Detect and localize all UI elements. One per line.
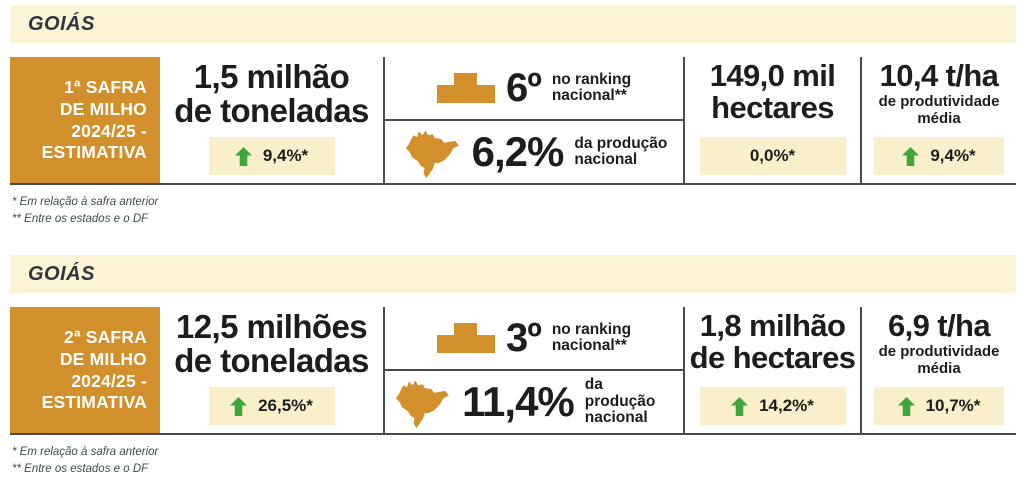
ranking-row: 3º no ranking nacional** xyxy=(385,307,683,371)
share-label-line2: nacional xyxy=(574,151,638,168)
area-delta-badge: 0,0%* xyxy=(699,137,846,175)
yield-cell: 10,4 t/ha de produtividade média 9,4%* xyxy=(862,57,1016,183)
podium-icon xyxy=(436,323,495,353)
yield-delta-value: 9,4%* xyxy=(930,146,976,165)
production-delta-value: 26,5%* xyxy=(258,396,313,415)
footnotes: * Em relação à safra anterior ** Entre o… xyxy=(10,444,1016,477)
footnotes: * Em relação à safra anterior ** Entre o… xyxy=(10,194,1016,227)
region-band: GOIÁS xyxy=(10,5,1016,43)
share-value: 11,4% xyxy=(462,378,575,425)
yield-value: 6,9 t/ha xyxy=(887,308,991,343)
season-tag-line: 2ª SAFRA xyxy=(64,327,147,348)
ranking-label-line2: nacional** xyxy=(551,87,627,104)
footnote: * Em relação à safra anterior xyxy=(12,196,159,208)
season-tag-line: DE MILHO xyxy=(59,348,147,369)
share-value: 6,2% xyxy=(471,128,565,175)
up-arrow-icon xyxy=(230,396,248,416)
ranking-row: 6º no ranking nacional** xyxy=(385,57,683,121)
region-title: GOIÁS xyxy=(28,12,95,35)
footnote: * Em relação à safra anterior xyxy=(12,446,159,458)
production-delta-badge: 26,5%* xyxy=(208,387,335,425)
yield-delta-badge: 10,7%* xyxy=(874,387,1004,425)
yield-delta-value: 10,7%* xyxy=(925,396,981,415)
panel-safra-1: GOIÁS 1ª SAFRA DE MILHO 2024/25 - ESTIMA… xyxy=(10,5,1016,227)
yield-label-line2: média xyxy=(917,110,961,128)
yield-value: 10,4 t/ha xyxy=(879,58,999,93)
ranking-label-line1: no ranking xyxy=(551,320,632,338)
yield-label-line2: média xyxy=(917,360,961,378)
national-share-row: 11,4% da produção nacional xyxy=(385,371,683,433)
production-delta-badge: 9,4%* xyxy=(208,137,335,175)
season-tag-line: ESTIMATIVA xyxy=(41,142,147,163)
yield-label-line1: de produtividade xyxy=(878,343,1000,361)
up-arrow-icon xyxy=(234,146,252,166)
podium-icon xyxy=(436,73,495,103)
area-delta-value: 0,0%* xyxy=(749,146,796,165)
ranking-label-line2: nacional** xyxy=(551,337,627,354)
panel-safra-2: GOIÁS 2ª SAFRA DE MILHO 2024/25 - ESTIMA… xyxy=(10,255,1016,477)
ranking-label: no ranking nacional** xyxy=(551,320,632,355)
share-label-line2: nacional xyxy=(584,409,648,427)
production-unit: de toneladas xyxy=(174,342,369,380)
season-tag-line: 2024/25 - xyxy=(71,370,147,391)
production-cell: 1,5 milhão de toneladas 9,4%* xyxy=(160,57,385,183)
production-unit: de toneladas xyxy=(174,92,369,130)
area-value: 149,0 mil xyxy=(709,58,836,93)
up-arrow-icon xyxy=(897,396,915,416)
ranking-value: 6º xyxy=(505,65,542,110)
yield-label: de produtividade média xyxy=(878,343,1000,378)
season-tag-line: DE MILHO xyxy=(59,98,147,119)
stats-grid: 1ª SAFRA DE MILHO 2024/25 - ESTIMATIVA 1… xyxy=(10,57,1016,185)
season-tag-line: 2024/25 - xyxy=(71,120,147,141)
ranking-share-cell: 6º no ranking nacional** 6,2% da produçã xyxy=(385,57,685,183)
brazil-map-icon xyxy=(401,125,461,179)
yield-label-line1: de produtividade xyxy=(878,93,1000,111)
yield-delta-badge: 9,4%* xyxy=(874,137,1004,175)
share-label: da produção nacional xyxy=(574,134,668,169)
area-value: 1,8 milhão xyxy=(699,308,846,343)
season-tag: 2ª SAFRA DE MILHO 2024/25 - ESTIMATIVA xyxy=(10,307,160,433)
share-label: da produção nacional xyxy=(585,377,677,426)
ranking-value: 3º xyxy=(505,315,542,360)
area-cell: 149,0 mil hectares 0,0%* xyxy=(685,57,862,183)
production-value: 12,5 milhões xyxy=(176,308,368,345)
region-band: GOIÁS xyxy=(10,255,1016,293)
footnote: ** Entre os estados e o DF xyxy=(12,462,149,475)
production-delta-value: 9,4%* xyxy=(262,146,309,165)
footnote: ** Entre os estados e o DF xyxy=(12,212,149,225)
stats-grid: 2ª SAFRA DE MILHO 2024/25 - ESTIMATIVA 1… xyxy=(10,307,1016,435)
production-value: 1,5 milhão xyxy=(193,58,350,95)
area-delta-value: 14,2%* xyxy=(759,396,814,415)
region-title: GOIÁS xyxy=(28,262,95,285)
production-cell: 12,5 milhões de toneladas 26,5%* xyxy=(160,307,385,433)
yield-label: de produtividade média xyxy=(878,93,1000,128)
area-cell: 1,8 milhão de hectares 14,2%* xyxy=(685,307,862,433)
area-unit: hectares xyxy=(711,90,834,126)
brazil-map-icon xyxy=(391,375,451,429)
ranking-share-cell: 3º no ranking nacional** 11,4% da produç xyxy=(385,307,685,433)
season-tag-line: 1ª SAFRA xyxy=(64,77,147,98)
ranking-label-line1: no ranking xyxy=(551,70,632,88)
yield-cell: 6,9 t/ha de produtividade média 10,7%* xyxy=(862,307,1016,433)
national-share-row: 6,2% da produção nacional xyxy=(385,121,683,183)
up-arrow-icon xyxy=(902,146,920,166)
share-label-line1: da produção xyxy=(584,376,656,410)
ranking-label: no ranking nacional** xyxy=(551,70,632,105)
season-tag-line: ESTIMATIVA xyxy=(41,392,147,413)
area-delta-badge: 14,2%* xyxy=(699,387,846,425)
area-unit: de hectares xyxy=(689,340,856,376)
season-tag: 1ª SAFRA DE MILHO 2024/25 - ESTIMATIVA xyxy=(10,57,160,183)
share-label-line1: da produção xyxy=(574,134,668,152)
up-arrow-icon xyxy=(731,396,749,416)
